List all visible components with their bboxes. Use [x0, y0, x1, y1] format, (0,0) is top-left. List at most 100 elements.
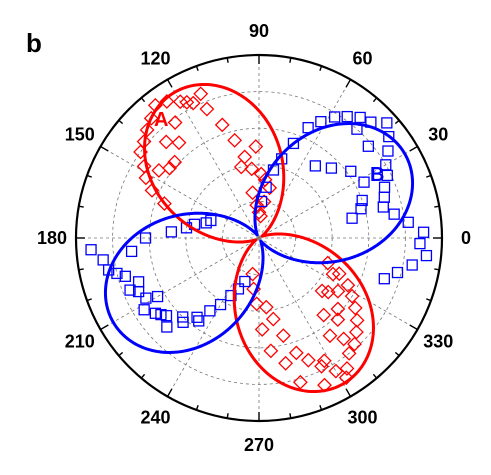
- angular-tick-mark: [78, 268, 84, 271]
- data-point-diamond: [256, 194, 272, 210]
- angular-tick-label: 330: [423, 332, 453, 352]
- data-point-square: [287, 137, 300, 150]
- data-point-diamond: [139, 122, 155, 138]
- angular-tick-mark: [78, 205, 84, 208]
- data-point-square: [139, 232, 152, 244]
- data-point-diamond: [341, 345, 357, 361]
- data-point-diamond: [172, 94, 188, 110]
- angular-tick-mark: [426, 298, 432, 302]
- angular-tick-mark: [426, 174, 432, 178]
- angular-tick-mark: [434, 268, 440, 271]
- data-point-square: [239, 275, 251, 288]
- data-point-square: [124, 284, 136, 296]
- data-point-diamond: [245, 266, 261, 282]
- data-point-square: [417, 226, 430, 238]
- data-point-diamond: [158, 134, 174, 150]
- data-point-square: [97, 254, 109, 266]
- data-point-diamond: [167, 154, 183, 170]
- angular-grid-line: [100, 146, 260, 239]
- data-point-square: [378, 181, 391, 193]
- data-point-diamond: [233, 159, 249, 175]
- angular-tick-label: 300: [347, 407, 377, 427]
- data-point-diamond: [151, 163, 167, 178]
- data-point-square: [315, 116, 327, 128]
- data-point-diamond: [199, 101, 215, 117]
- data-point-square: [151, 290, 164, 303]
- data-point-square: [391, 266, 404, 279]
- panel-letter: b: [26, 28, 42, 58]
- data-point-square: [381, 117, 393, 129]
- data-point-square: [406, 259, 418, 271]
- angular-tick-label: 150: [65, 125, 95, 145]
- data-point-diamond: [263, 343, 279, 359]
- angular-tick-mark: [345, 388, 352, 397]
- data-point-square: [345, 165, 357, 177]
- data-point-diamond: [336, 331, 352, 347]
- fit-curve-b: [103, 122, 415, 354]
- angular-tick-mark: [226, 57, 229, 63]
- data-point-square: [346, 212, 358, 224]
- series-label-a: A: [154, 109, 168, 131]
- data-point-diamond: [227, 132, 243, 148]
- angular-tick-label: 60: [352, 49, 372, 69]
- data-point-diamond: [330, 301, 346, 317]
- data-point-square: [111, 267, 123, 280]
- data-point-diamond: [316, 307, 332, 323]
- angular-tick-mark: [289, 413, 292, 419]
- data-point-diamond: [288, 345, 304, 361]
- angular-tick-mark: [289, 57, 292, 63]
- angular-tick-label: 180: [37, 228, 67, 248]
- data-point-square: [420, 249, 433, 262]
- angular-tick-mark: [86, 174, 92, 178]
- data-point-square: [119, 270, 131, 282]
- series-labels: AB: [154, 109, 384, 186]
- angular-tick-mark: [166, 388, 173, 397]
- data-point-diamond: [338, 370, 354, 386]
- angular-tick-mark: [394, 119, 400, 125]
- data-point-diamond: [316, 353, 332, 369]
- angular-tick-mark: [372, 97, 378, 103]
- angular-tick-label: 90: [249, 21, 269, 41]
- data-point-square: [85, 244, 97, 256]
- data-point-diamond: [171, 135, 187, 151]
- data-point-square: [193, 315, 205, 327]
- data-point-square: [356, 194, 368, 207]
- data-point-square: [414, 237, 426, 250]
- data-point-diamond: [349, 312, 365, 328]
- data-point-diamond: [320, 284, 336, 300]
- data-point-square: [358, 176, 370, 188]
- data-point-square: [382, 145, 394, 157]
- angular-tick-mark: [100, 324, 109, 331]
- data-point-square: [341, 110, 353, 123]
- data-point-square: [214, 298, 227, 311]
- data-point-diamond: [159, 94, 175, 109]
- angular-ticks: 0 30 60 90 120 150 180 210 240 270 300 330: [37, 21, 471, 455]
- data-point-diamond: [265, 311, 281, 327]
- angular-tick-label: 270: [244, 435, 274, 455]
- angular-tick-mark: [140, 373, 146, 379]
- angular-tick-mark: [100, 145, 109, 152]
- angular-tick-label: 0: [461, 228, 471, 248]
- data-point-square: [177, 311, 189, 323]
- angular-tick-label: 120: [140, 49, 170, 69]
- data-point-diamond: [348, 324, 364, 340]
- data-point-square: [140, 292, 152, 304]
- angular-tick-mark: [372, 373, 378, 379]
- angular-tick-mark: [118, 351, 124, 357]
- angular-tick-mark: [166, 79, 173, 88]
- data-point-square: [380, 159, 392, 171]
- data-point-diamond: [314, 283, 330, 299]
- data-point-diamond: [275, 328, 291, 344]
- data-point-diamond: [214, 117, 230, 133]
- data-point-diamond: [292, 374, 308, 390]
- data-point-diamond: [185, 95, 201, 111]
- angular-tick-label: 210: [65, 332, 95, 352]
- data-point-diamond: [325, 266, 341, 282]
- data-point-diamond: [179, 94, 195, 110]
- data-point-square: [377, 201, 389, 213]
- data-point-square: [388, 208, 400, 220]
- data-point-diamond: [300, 352, 316, 368]
- data-point-diamond: [314, 358, 329, 374]
- angular-tick-mark: [409, 324, 418, 331]
- data-point-diamond: [330, 312, 346, 328]
